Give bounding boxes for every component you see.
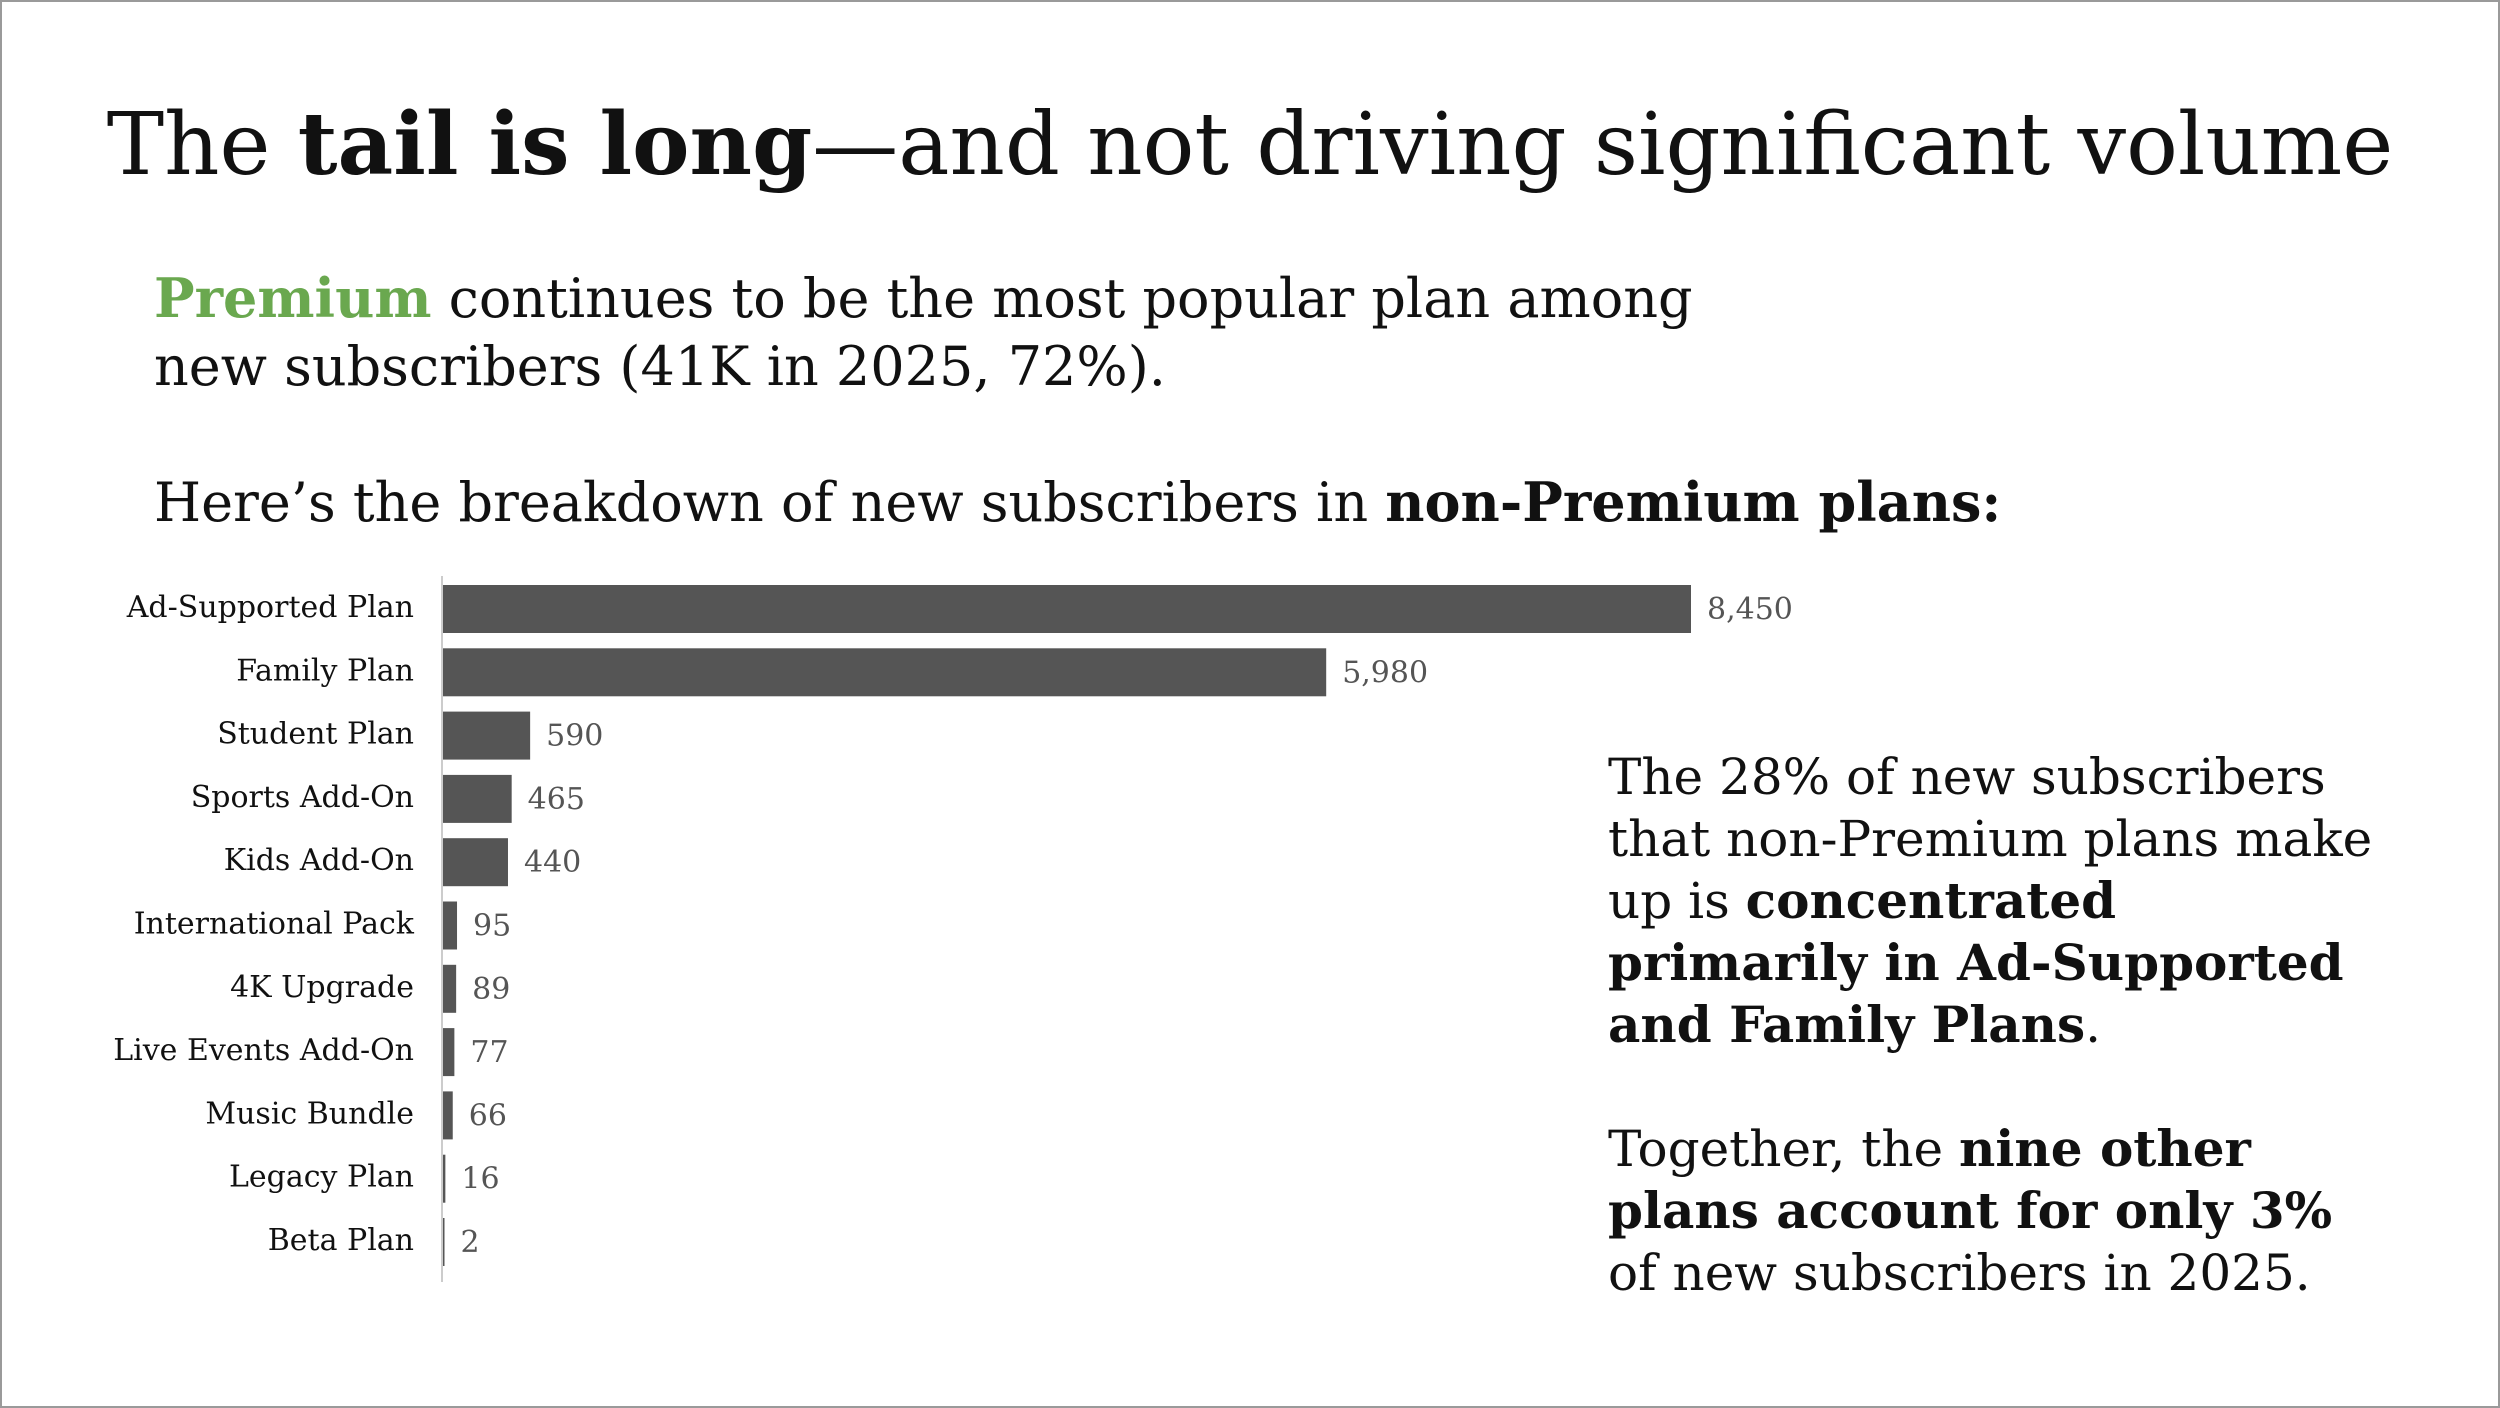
category-label: Live Events Add-On <box>113 1033 414 1068</box>
value-label: 5,980 <box>1342 655 1428 690</box>
category-label: Student Plan <box>217 717 414 752</box>
category-label: Music Bundle <box>205 1096 414 1131</box>
bar <box>443 901 458 950</box>
value-label: 89 <box>472 972 510 1007</box>
premium-highlight: Premium <box>154 266 432 330</box>
bar <box>443 1218 445 1266</box>
value-label: 440 <box>524 845 581 880</box>
bar <box>443 711 531 760</box>
title-part-2: —and not driving significant volume <box>812 95 2394 195</box>
side-note-paragraph-2: Together, the nine other plans account f… <box>1608 1118 2388 1304</box>
category-label: International Pack <box>134 907 415 942</box>
breakdown-bold: non-Premium plans: <box>1385 470 2002 534</box>
note-p2-end: of new subscribers in 2025. <box>1608 1244 2311 1302</box>
value-label: 590 <box>546 719 603 754</box>
intro-rest: continues to be the most popular plan am… <box>154 267 1693 398</box>
bar <box>443 1091 453 1140</box>
breakdown-text: Here’s the breakdown of new subscribers … <box>154 471 1386 534</box>
bar <box>443 1028 455 1077</box>
intro-text: Premium continues to be the most popular… <box>154 264 1714 401</box>
value-label: 66 <box>469 1098 507 1133</box>
title-part-1: The <box>106 95 298 195</box>
side-note-paragraph-1: The 28% of new subscribers that non-Prem… <box>1608 746 2388 1056</box>
category-label: Beta Plan <box>268 1223 414 1258</box>
bar <box>443 585 1691 633</box>
side-note: The 28% of new subscribers that non-Prem… <box>1608 746 2388 1304</box>
note-p2-bold: nine other plans account for only 3% <box>1608 1119 2333 1240</box>
bar-chart: Ad-Supported Plan 8,450 Family Plan 5,980 St… <box>113 576 1793 1282</box>
bar <box>443 648 1327 697</box>
category-label: Ad-Supported Plan <box>126 590 414 625</box>
category-label: Legacy Plan <box>229 1160 414 1195</box>
value-label: 8,450 <box>1707 592 1793 627</box>
note-p1-bold: concentrated primarily in Ad-Supported a… <box>1608 871 2344 1054</box>
note-p1-end: . <box>2085 996 2102 1054</box>
value-label: 16 <box>461 1162 499 1197</box>
note-p1-text: The 28% of new subscribers that non-Prem… <box>1608 748 2373 930</box>
breakdown-heading: Here’s the breakdown of new subscribers … <box>154 468 2001 537</box>
value-label: 465 <box>528 782 585 817</box>
category-label: 4K Upgrade <box>230 970 414 1005</box>
bar <box>443 774 512 823</box>
category-label: Sports Add-On <box>191 780 414 815</box>
bar <box>443 964 457 1013</box>
bar <box>443 1154 446 1203</box>
value-label: 77 <box>470 1035 508 1070</box>
value-label: 95 <box>473 909 511 944</box>
slide-title: The tail is long—and not driving signifi… <box>2 90 2498 200</box>
category-label: Kids Add-On <box>224 843 414 878</box>
bar <box>443 838 508 887</box>
value-label: 2 <box>461 1225 480 1260</box>
note-p2-text: Together, the <box>1608 1120 1960 1178</box>
category-label: Family Plan <box>236 653 414 688</box>
title-bold: tail is long <box>297 94 813 195</box>
